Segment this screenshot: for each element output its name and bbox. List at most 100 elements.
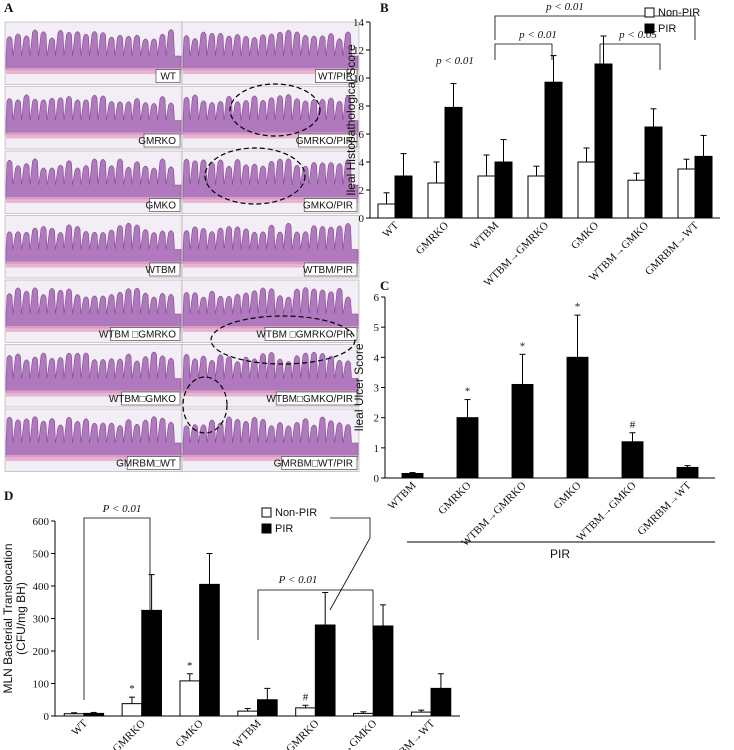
x-tick-label: WT xyxy=(69,717,90,738)
x-tick-label: GMRBM→WT xyxy=(379,717,437,750)
y-tick-label: 2 xyxy=(359,185,365,197)
y-tick-label: 0 xyxy=(374,473,380,485)
y-tick-label: 6 xyxy=(359,129,365,141)
x-tick-label: WTBM xyxy=(231,717,264,750)
bar xyxy=(401,472,424,479)
image-label: GMRBM□WT/PIR xyxy=(274,459,353,470)
image-label: WT/PIR xyxy=(318,72,353,83)
image-label: GMRKO xyxy=(138,136,176,147)
tissue-submucosa xyxy=(6,455,181,461)
image-label: WTBM □GMRKO xyxy=(99,330,176,341)
bar xyxy=(566,356,589,479)
bar xyxy=(372,625,394,717)
bar xyxy=(63,713,85,717)
x-tick-label: WTBM→GMKO xyxy=(574,480,638,544)
image-label-box xyxy=(264,327,358,341)
y-tick-label: 5 xyxy=(374,322,380,334)
y-tick-label: 300 xyxy=(33,614,50,626)
significance-mark: * xyxy=(520,340,526,352)
tissue-submucosa xyxy=(183,261,358,268)
x-tick-label: WTBM xyxy=(468,219,501,252)
lesion-outline xyxy=(210,315,356,365)
y-tick-label: 100 xyxy=(33,679,50,691)
tissue-submucosa xyxy=(183,390,358,397)
panel-label: B xyxy=(380,0,389,15)
bar xyxy=(676,466,699,479)
y-tick-label: 12 xyxy=(353,45,364,57)
y-axis-label: Ileal Histopathological Score xyxy=(344,44,358,196)
bar xyxy=(83,712,105,717)
tissue-villi xyxy=(5,158,182,200)
image-label: WTBM □GMRKO/PIR xyxy=(256,330,353,341)
x-tick-label: GMRBM→WT xyxy=(643,219,701,277)
image-label-box xyxy=(149,198,181,212)
y-tick-label: 4 xyxy=(374,352,380,364)
bracket xyxy=(83,517,151,700)
bracket xyxy=(599,43,661,70)
y-tick-label: 600 xyxy=(33,516,50,528)
bar xyxy=(295,707,316,717)
y-tick-label: 1 xyxy=(374,443,380,455)
x-tick-label: WTBM→GMKO xyxy=(315,718,379,750)
panel-label: A xyxy=(4,0,14,15)
lesion-outline xyxy=(229,83,321,137)
image-label: GMKO xyxy=(145,201,176,212)
image-label: WTBM/PIR xyxy=(303,265,353,276)
annotation: P < 0.01 xyxy=(278,574,318,586)
tissue-villi xyxy=(5,29,182,71)
significance-mark: * xyxy=(129,683,135,695)
annotation: P < 0.01 xyxy=(102,503,142,515)
legend-label: PIR xyxy=(658,23,676,35)
bracket xyxy=(257,589,374,640)
legend-label: Non-PIR xyxy=(658,7,700,19)
bar xyxy=(477,175,496,219)
tissue-submucosa xyxy=(6,390,181,397)
bar xyxy=(179,680,201,717)
x-tick-label: WTBM→GMRKO xyxy=(252,718,321,750)
image-label-box xyxy=(303,262,358,277)
x-tick-label: GMKO xyxy=(174,718,206,750)
bar xyxy=(444,106,463,219)
image-label: GMKO/PIR xyxy=(303,201,353,212)
y-tick-label: 0 xyxy=(44,711,50,723)
y-tick-label: 400 xyxy=(33,581,50,593)
bar xyxy=(427,182,446,219)
tissue-villi xyxy=(182,29,359,71)
x-tick-label: GMKO xyxy=(551,480,583,512)
tissue-villi xyxy=(5,222,182,264)
image-label-box xyxy=(275,391,358,406)
image-label-box xyxy=(143,133,181,148)
image-label-box xyxy=(126,456,181,470)
bar xyxy=(121,703,143,717)
tissue-villi xyxy=(182,351,359,393)
image-label: WTBM xyxy=(145,265,176,276)
tissue-submucosa xyxy=(183,68,358,74)
bar xyxy=(237,710,258,717)
x-tick-label: GMRKO xyxy=(110,718,147,750)
lesion-outline xyxy=(204,147,306,205)
annotation: p < 0.01 xyxy=(518,29,557,41)
significance-mark: * xyxy=(575,301,581,313)
tissue-villi xyxy=(182,287,359,329)
bar xyxy=(644,126,663,219)
annotation: p < 0.01 xyxy=(435,55,474,67)
annotation: p < 0.01 xyxy=(545,1,584,13)
image-label-box xyxy=(110,327,181,341)
tissue-villi xyxy=(5,351,182,393)
legend-swatch xyxy=(644,7,655,18)
y-tick-label: 10 xyxy=(353,73,365,85)
y-axis-label: MLN Bacterial Translocation xyxy=(1,543,15,693)
panel-label: C xyxy=(380,278,389,293)
x-tick-label: GMRBM→WT xyxy=(635,479,693,537)
y-tick-label: 14 xyxy=(353,17,365,29)
image-label-box xyxy=(298,133,358,148)
legend-swatch xyxy=(261,523,272,534)
image-label-box xyxy=(303,198,358,212)
x-tick-label: WTBM xyxy=(386,479,419,512)
tissue-submucosa xyxy=(6,197,181,203)
tissue-submucosa xyxy=(183,455,358,461)
image-label-box xyxy=(315,69,358,83)
x-tick-label: GMRKO xyxy=(414,220,451,257)
y-tick-label: 2 xyxy=(374,413,380,425)
